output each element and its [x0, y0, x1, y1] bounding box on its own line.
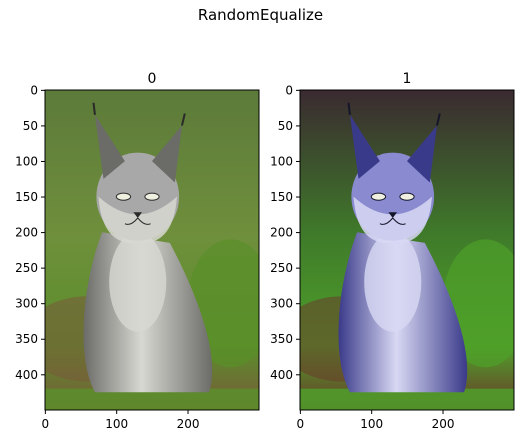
panel-1: 1 0 100 200 0 50 100 150 200 250 300 350 400 — [270, 71, 515, 431]
y-tick-label-1-6: 300 — [270, 297, 293, 311]
y-tick-label-0-2: 100 — [15, 154, 38, 168]
y-tick-label-1-0: 0 — [285, 83, 293, 97]
x-tick-label-1-2: 200 — [432, 417, 455, 431]
y-tick-label-0-6: 300 — [15, 297, 38, 311]
image-0 — [45, 90, 259, 410]
x-tick-label-0-0: 0 — [42, 417, 50, 431]
y-tick-label-0-5: 250 — [15, 261, 38, 275]
y-tick-label-0-1: 50 — [23, 119, 38, 133]
y-tick-label-0-4: 200 — [15, 226, 38, 240]
figure-title: RandomEqualize — [197, 6, 324, 24]
y-tick-label-1-5: 250 — [270, 261, 293, 275]
axes-frame-1 — [299, 89, 515, 411]
x-tick-label-1-1: 100 — [360, 417, 383, 431]
y-tick-label-1-7: 350 — [270, 332, 293, 346]
x-tick-label-0-2: 200 — [177, 417, 200, 431]
x-tick-label-1-0: 0 — [297, 417, 305, 431]
y-tick-label-1-4: 200 — [270, 226, 293, 240]
axes-frame-0 — [44, 89, 260, 411]
image-1 — [300, 90, 514, 410]
y-tick-label-1-3: 150 — [270, 190, 293, 204]
x-tick-label-0-1: 100 — [105, 417, 128, 431]
y-tick-label-1-8: 400 — [270, 368, 293, 382]
y-tick-label-0-7: 350 — [15, 332, 38, 346]
y-tick-label-0-3: 150 — [15, 190, 38, 204]
y-tick-label-0-0: 0 — [30, 83, 38, 97]
panel-0: 0 0 100 200 0 50 100 150 200 250 300 350 400 — [15, 71, 260, 431]
y-tick-label-1-2: 100 — [270, 154, 293, 168]
y-tick-label-1-1: 50 — [278, 119, 293, 133]
panel-title-1: 1 — [403, 71, 412, 87]
panel-title-0: 0 — [148, 71, 157, 87]
y-tick-label-0-8: 400 — [15, 368, 38, 382]
